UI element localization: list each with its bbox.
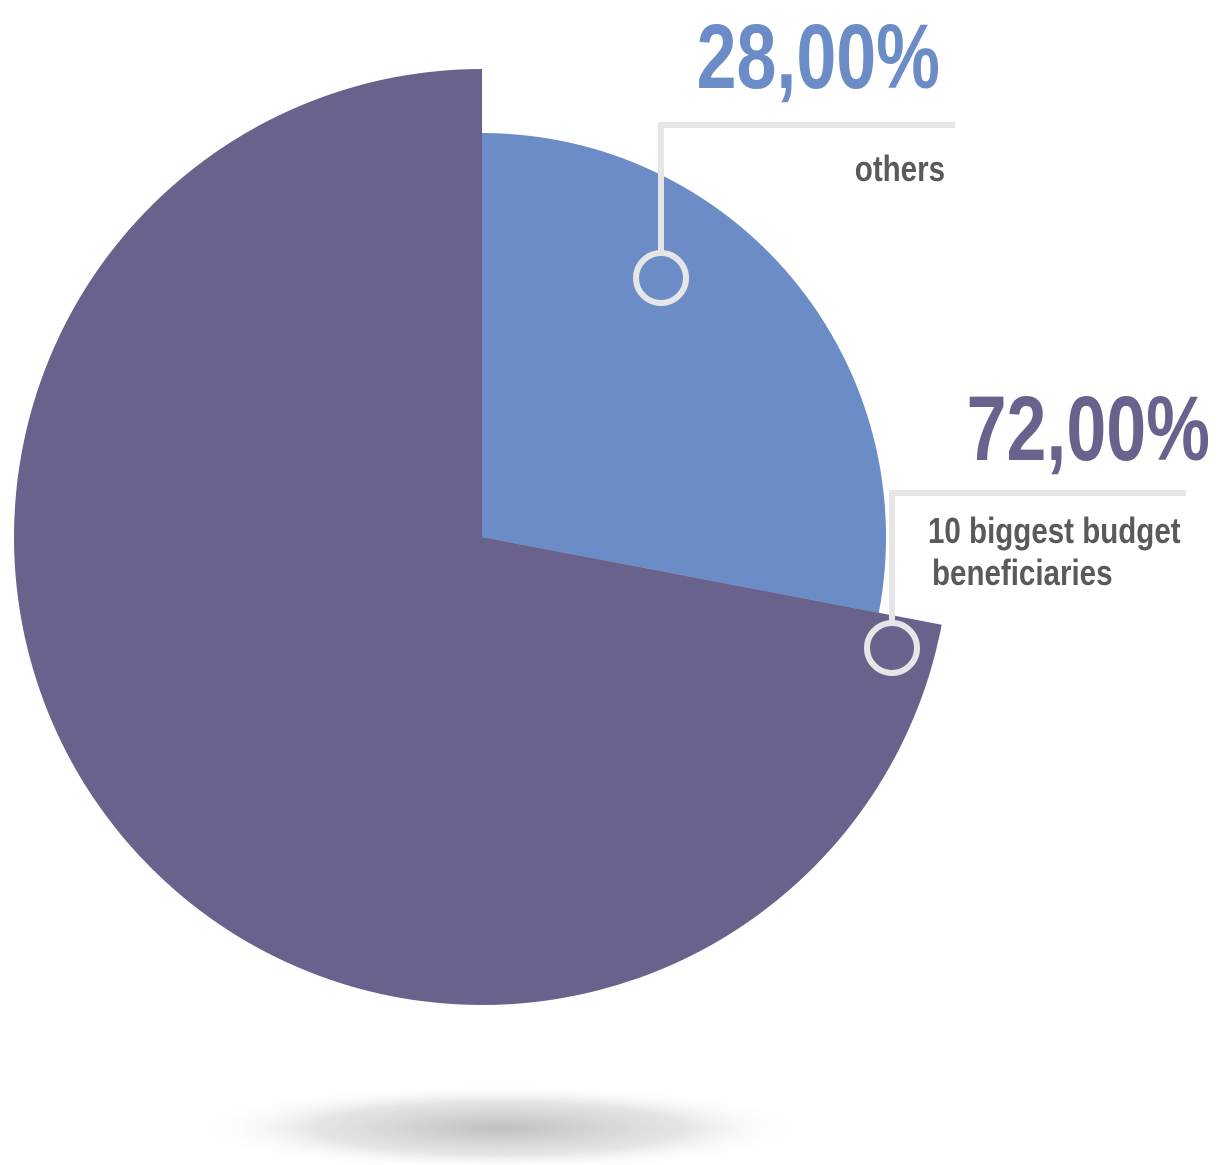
slice-category-label-1-0: 10 biggest budget xyxy=(928,510,1181,551)
leader-marker-0 xyxy=(633,250,689,306)
pie-slice-0 xyxy=(482,133,886,613)
slice-category-label-1-1: beneficiaries xyxy=(932,552,1113,593)
slice-category-label-0-0: others xyxy=(855,148,945,189)
slice-percent-label-1: 72,00% xyxy=(967,378,1210,480)
leader-line-1 xyxy=(889,490,1186,622)
slice-percent-label-0: 28,00% xyxy=(697,6,940,108)
leader-marker-1 xyxy=(864,620,920,676)
leader-line-0 xyxy=(658,122,955,252)
pie-slice-1 xyxy=(13,69,942,1005)
slice-annotations: 28,00% others 72,00% 10 biggest budgetbenef… xyxy=(633,6,1210,676)
pie-slices xyxy=(13,69,942,1005)
chart-shadow xyxy=(195,1084,805,1165)
